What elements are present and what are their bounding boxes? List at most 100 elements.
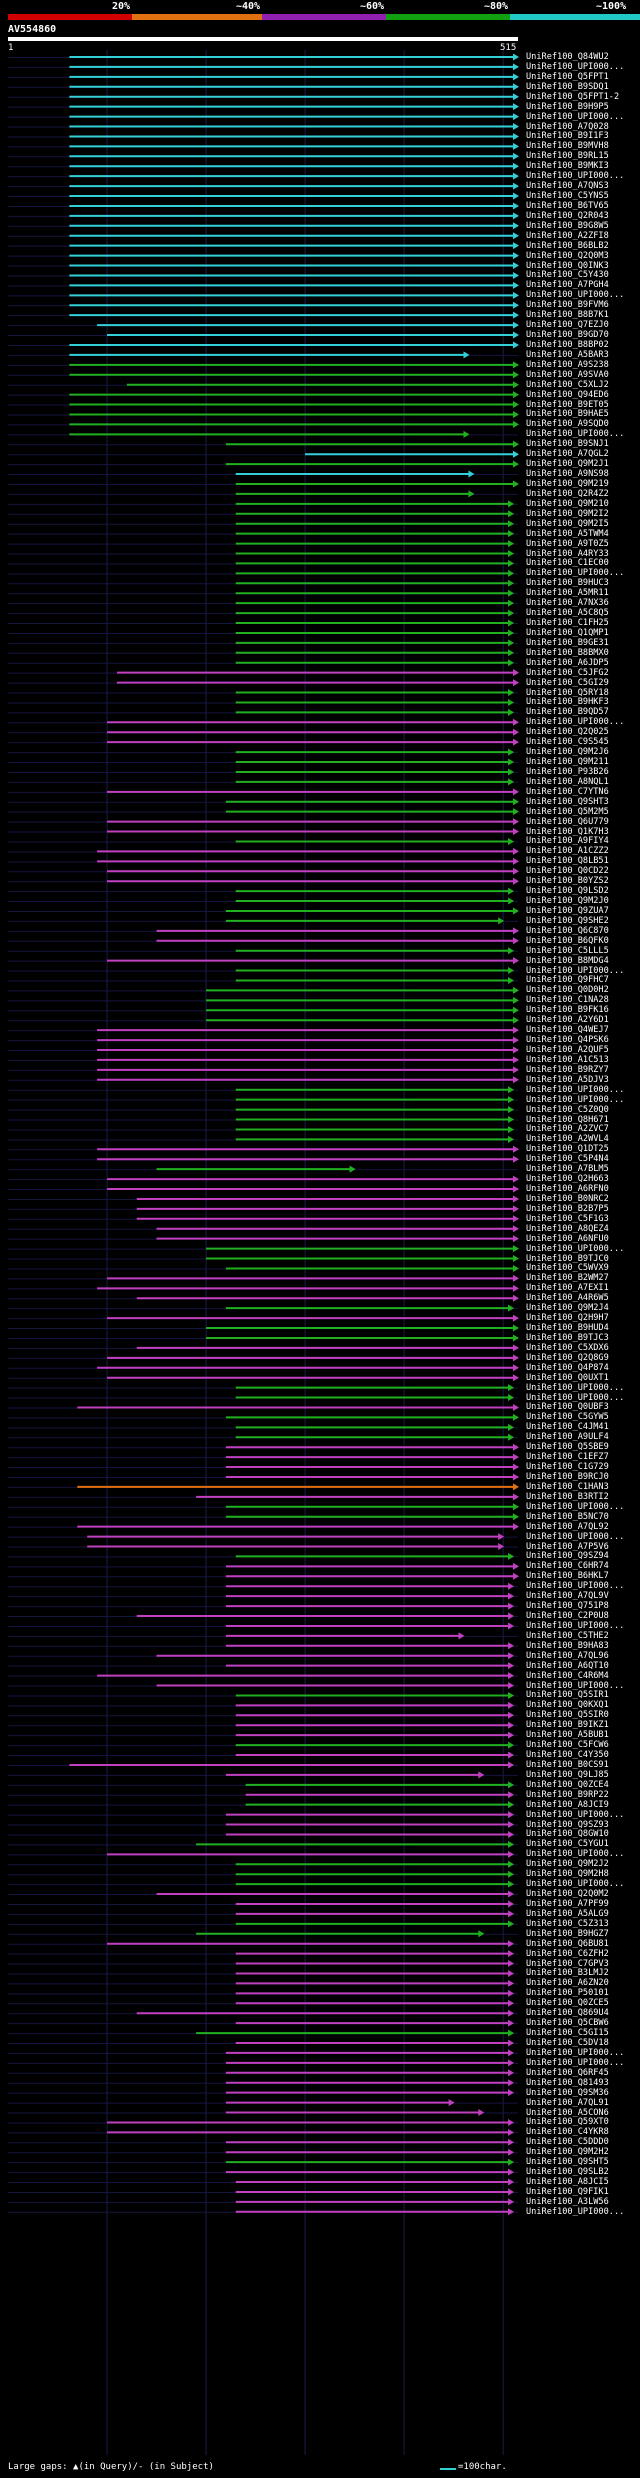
hit-label[interactable]: UniRef100_Q81493 <box>526 2077 609 2088</box>
hit-label[interactable]: UniRef100_UPI000... <box>526 1392 625 1403</box>
hit-label[interactable]: UniRef100_A7PGH4 <box>526 280 609 291</box>
hit-label[interactable]: UniRef100_Q6BU81 <box>526 1938 609 1949</box>
hit-label[interactable]: UniRef100_A7NX36 <box>526 598 609 609</box>
hit-label[interactable]: UniRef100_A8QEZ4 <box>526 1223 609 1234</box>
hit-label[interactable]: UniRef100_Q9M211 <box>526 757 609 768</box>
hit-label[interactable]: UniRef100_UPI000... <box>526 1382 625 1393</box>
hit-label[interactable]: UniRef100_B9H9P5 <box>526 101 609 112</box>
hit-label[interactable]: UniRef100_Q9SZ94 <box>526 1551 609 1562</box>
hit-label[interactable]: UniRef100_UPI000... <box>526 1084 625 1095</box>
hit-label[interactable]: UniRef100_UPI000... <box>526 1809 625 1820</box>
hit-label[interactable]: UniRef100_A5BUB1 <box>526 1730 609 1741</box>
hit-label[interactable]: UniRef100_Q94ED6 <box>526 389 609 400</box>
hit-label[interactable]: UniRef100_C5Z0Q0 <box>526 1104 609 1115</box>
hit-label[interactable]: UniRef100_B3LMJ2 <box>526 1968 609 1979</box>
hit-label[interactable]: UniRef100_Q9SLB2 <box>526 2167 609 2178</box>
hit-label[interactable]: UniRef100_A9NS98 <box>526 469 609 480</box>
hit-label[interactable]: UniRef100_C6HR74 <box>526 1561 609 1572</box>
hit-label[interactable]: UniRef100_Q9M2I2 <box>526 508 609 519</box>
hit-label[interactable]: UniRef100_Q0D0H2 <box>526 985 609 996</box>
hit-label[interactable]: UniRef100_P50101 <box>526 1988 609 1999</box>
hit-label[interactable]: UniRef100_A1CZZ2 <box>526 846 609 857</box>
hit-label[interactable]: UniRef100_UPI000... <box>526 1094 625 1105</box>
hit-label[interactable]: UniRef100_A6RFN0 <box>526 1184 609 1195</box>
hit-label[interactable]: UniRef100_Q5SBE9 <box>526 1442 609 1453</box>
hit-label[interactable]: UniRef100_B9QD57 <box>526 707 609 718</box>
hit-label[interactable]: UniRef100_B9MKI3 <box>526 161 609 172</box>
hit-label[interactable]: UniRef100_Q9M2J4 <box>526 1303 609 1314</box>
hit-label[interactable]: UniRef100_Q9ZUA7 <box>526 905 609 916</box>
hit-label[interactable]: UniRef100_A2Y6D1 <box>526 1015 609 1026</box>
hit-label[interactable]: UniRef100_Q2Q8G9 <box>526 1352 609 1363</box>
hit-label[interactable]: UniRef100_Q0INK3 <box>526 260 609 271</box>
hit-label[interactable]: UniRef100_B9GD70 <box>526 330 609 341</box>
hit-label[interactable]: UniRef100_A5DJV3 <box>526 1074 609 1085</box>
hit-label[interactable]: UniRef100_Q9SM36 <box>526 2087 609 2098</box>
hit-label[interactable]: UniRef100_C5YGU1 <box>526 1839 609 1850</box>
hit-label[interactable]: UniRef100_Q5RY18 <box>526 687 609 698</box>
hit-label[interactable]: UniRef100_Q0UXT1 <box>526 1372 609 1383</box>
hit-label[interactable]: UniRef100_A9SVA0 <box>526 369 609 380</box>
hit-label[interactable]: UniRef100_A2ZVC7 <box>526 1124 609 1135</box>
hit-label[interactable]: UniRef100_B0YZS2 <box>526 876 609 887</box>
hit-label[interactable]: UniRef100_UPI000... <box>526 1581 625 1592</box>
hit-label[interactable]: UniRef100_P93B26 <box>526 766 609 777</box>
hit-label[interactable]: UniRef100_A7QL9V <box>526 1591 609 1602</box>
hit-label[interactable]: UniRef100_Q751P8 <box>526 1601 609 1612</box>
hit-label[interactable]: UniRef100_Q9M2I5 <box>526 518 609 529</box>
hit-label[interactable]: UniRef100_Q5FPT1-2 <box>526 91 620 102</box>
hit-label[interactable]: UniRef100_C5DDD0 <box>526 2137 609 2148</box>
hit-label[interactable]: UniRef100_C2P0U8 <box>526 1611 609 1621</box>
hit-label[interactable]: UniRef100_B9HGZ7 <box>526 1928 609 1939</box>
hit-label[interactable]: UniRef100_C1G729 <box>526 1462 609 1473</box>
hit-label[interactable]: UniRef100_A2QUF5 <box>526 1045 609 1055</box>
hit-label[interactable]: UniRef100_A4RY33 <box>526 548 609 559</box>
hit-label[interactable]: UniRef100_B6HKL7 <box>526 1571 609 1582</box>
hit-label[interactable]: UniRef100_B5NC70 <box>526 1511 609 1522</box>
hit-label[interactable]: UniRef100_B9FK16 <box>526 1005 609 1016</box>
hit-label[interactable]: UniRef100_UPI000... <box>526 1531 625 1542</box>
hit-label[interactable]: UniRef100_C4JM41 <box>526 1422 609 1433</box>
hit-label[interactable]: UniRef100_A7BLM5 <box>526 1164 609 1175</box>
hit-label[interactable]: UniRef100_Q9SZ93 <box>526 1819 609 1830</box>
hit-label[interactable]: UniRef100_A6NFU0 <box>526 1233 609 1244</box>
hit-label[interactable]: UniRef100_A7QL91 <box>526 2097 609 2108</box>
hit-label[interactable]: UniRef100_C7GPV3 <box>526 1958 609 1969</box>
hit-label[interactable]: UniRef100_Q9M2J1 <box>526 459 609 470</box>
hit-label[interactable]: UniRef100_B9GE31 <box>526 637 609 648</box>
hit-label[interactable]: UniRef100_A7EXI1 <box>526 1283 609 1294</box>
hit-label[interactable]: UniRef100_B9IKZ1 <box>526 1720 609 1731</box>
hit-label[interactable]: UniRef100_C5GI15 <box>526 2028 609 2039</box>
hit-label[interactable]: UniRef100_C5P4N4 <box>526 1154 609 1165</box>
hit-label[interactable]: UniRef100_B9SNJ1 <box>526 439 609 450</box>
hit-label[interactable]: UniRef100_C9S545 <box>526 737 609 748</box>
hit-label[interactable]: UniRef100_A1C513 <box>526 1054 609 1065</box>
hit-label[interactable]: UniRef100_Q9FIK1 <box>526 2186 609 2197</box>
hit-label[interactable]: UniRef100_A9S238 <box>526 359 609 370</box>
hit-label[interactable]: UniRef100_UPI000... <box>526 429 625 440</box>
hit-label[interactable]: UniRef100_Q7EZJ0 <box>526 320 609 331</box>
hit-label[interactable]: UniRef100_B9HA83 <box>526 1640 609 1651</box>
hit-label[interactable]: UniRef100_UPI000... <box>526 1620 625 1631</box>
hit-label[interactable]: UniRef100_C5Z313 <box>526 1918 609 1929</box>
hit-label[interactable]: UniRef100_C5XLJ2 <box>526 379 609 390</box>
hit-label[interactable]: UniRef100_A5C8Q5 <box>526 608 609 619</box>
hit-label[interactable]: UniRef100_A7QL92 <box>526 1521 609 1532</box>
hit-label[interactable]: UniRef100_A9FIY4 <box>526 836 609 847</box>
hit-label[interactable]: UniRef100_Q2H9H7 <box>526 1313 609 1324</box>
hit-label[interactable]: UniRef100_Q9M2J2 <box>526 1859 609 1870</box>
hit-label[interactable]: UniRef100_C1NA28 <box>526 995 609 1006</box>
hit-label[interactable]: UniRef100_C1EC00 <box>526 558 609 569</box>
hit-label[interactable]: UniRef100_A9ULF4 <box>526 1432 609 1443</box>
hit-label[interactable]: UniRef100_Q9M2H2 <box>526 2147 609 2158</box>
hit-label[interactable]: UniRef100_B9HKF3 <box>526 697 609 708</box>
hit-label[interactable]: UniRef100_Q6C870 <box>526 925 609 936</box>
hit-label[interactable]: UniRef100_C7YTN6 <box>526 786 609 797</box>
hit-label[interactable]: UniRef100_C5DV18 <box>526 2038 609 2048</box>
hit-label[interactable]: UniRef100_B6TV65 <box>526 200 609 211</box>
hit-label[interactable]: UniRef100_UPI000... <box>526 965 625 976</box>
hit-label[interactable]: UniRef100_Q869U4 <box>526 2008 609 2019</box>
hit-label[interactable]: UniRef100_Q8LB51 <box>526 856 609 867</box>
hit-label[interactable]: UniRef100_A7P5V6 <box>526 1541 609 1552</box>
hit-label[interactable]: UniRef100_UPI000... <box>526 1501 625 1512</box>
